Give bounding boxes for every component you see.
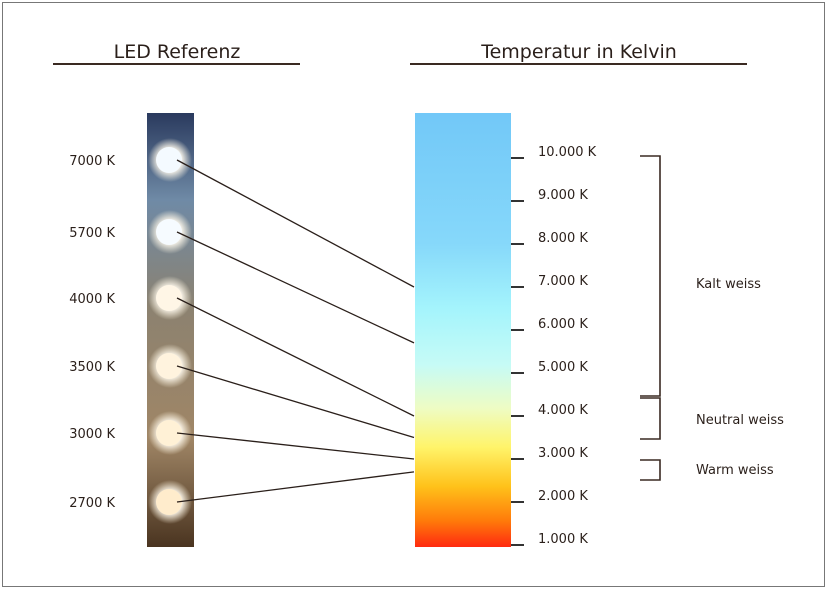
led-light xyxy=(156,353,182,379)
led-label: 7000 K xyxy=(69,154,115,169)
led-label: 5700 K xyxy=(69,226,115,241)
scale-label: 2.000 K xyxy=(538,489,588,504)
led-label: 2700 K xyxy=(69,496,115,511)
left-title: LED Referenz xyxy=(114,41,241,63)
connector-line xyxy=(176,297,415,417)
led-light xyxy=(156,147,182,173)
scale-label: 5.000 K xyxy=(538,360,588,375)
scale-label: 9.000 K xyxy=(538,188,588,203)
category-label: Kalt weiss xyxy=(696,277,761,292)
scale-label: 6.000 K xyxy=(538,317,588,332)
scale-label: 4.000 K xyxy=(538,403,588,418)
connector-line xyxy=(176,365,415,439)
scale-label: 3.000 K xyxy=(538,446,588,461)
scale-label: 1.000 K xyxy=(538,532,588,547)
range-bracket xyxy=(640,397,661,440)
connector-line xyxy=(176,432,415,460)
connector-line xyxy=(176,471,415,503)
connector-line xyxy=(176,231,415,344)
led-light xyxy=(156,420,182,446)
led-label: 3000 K xyxy=(69,427,115,442)
led-label: 4000 K xyxy=(69,292,115,307)
led-light xyxy=(156,285,182,311)
range-bracket xyxy=(640,459,661,481)
category-label: Warm weiss xyxy=(696,463,774,478)
range-bracket xyxy=(640,155,661,397)
led-strip-image xyxy=(147,113,194,547)
scale-label: 8.000 K xyxy=(538,231,588,246)
scale-label: 7.000 K xyxy=(538,274,588,289)
connector-line xyxy=(176,159,415,288)
category-label: Neutral weiss xyxy=(696,413,784,428)
led-light xyxy=(156,489,182,515)
scale-label: 10.000 K xyxy=(538,145,597,160)
kelvin-gradient-bar xyxy=(415,113,511,547)
led-light xyxy=(156,219,182,245)
right-title: Temperatur in Kelvin xyxy=(480,41,677,63)
led-label: 3500 K xyxy=(69,360,115,375)
